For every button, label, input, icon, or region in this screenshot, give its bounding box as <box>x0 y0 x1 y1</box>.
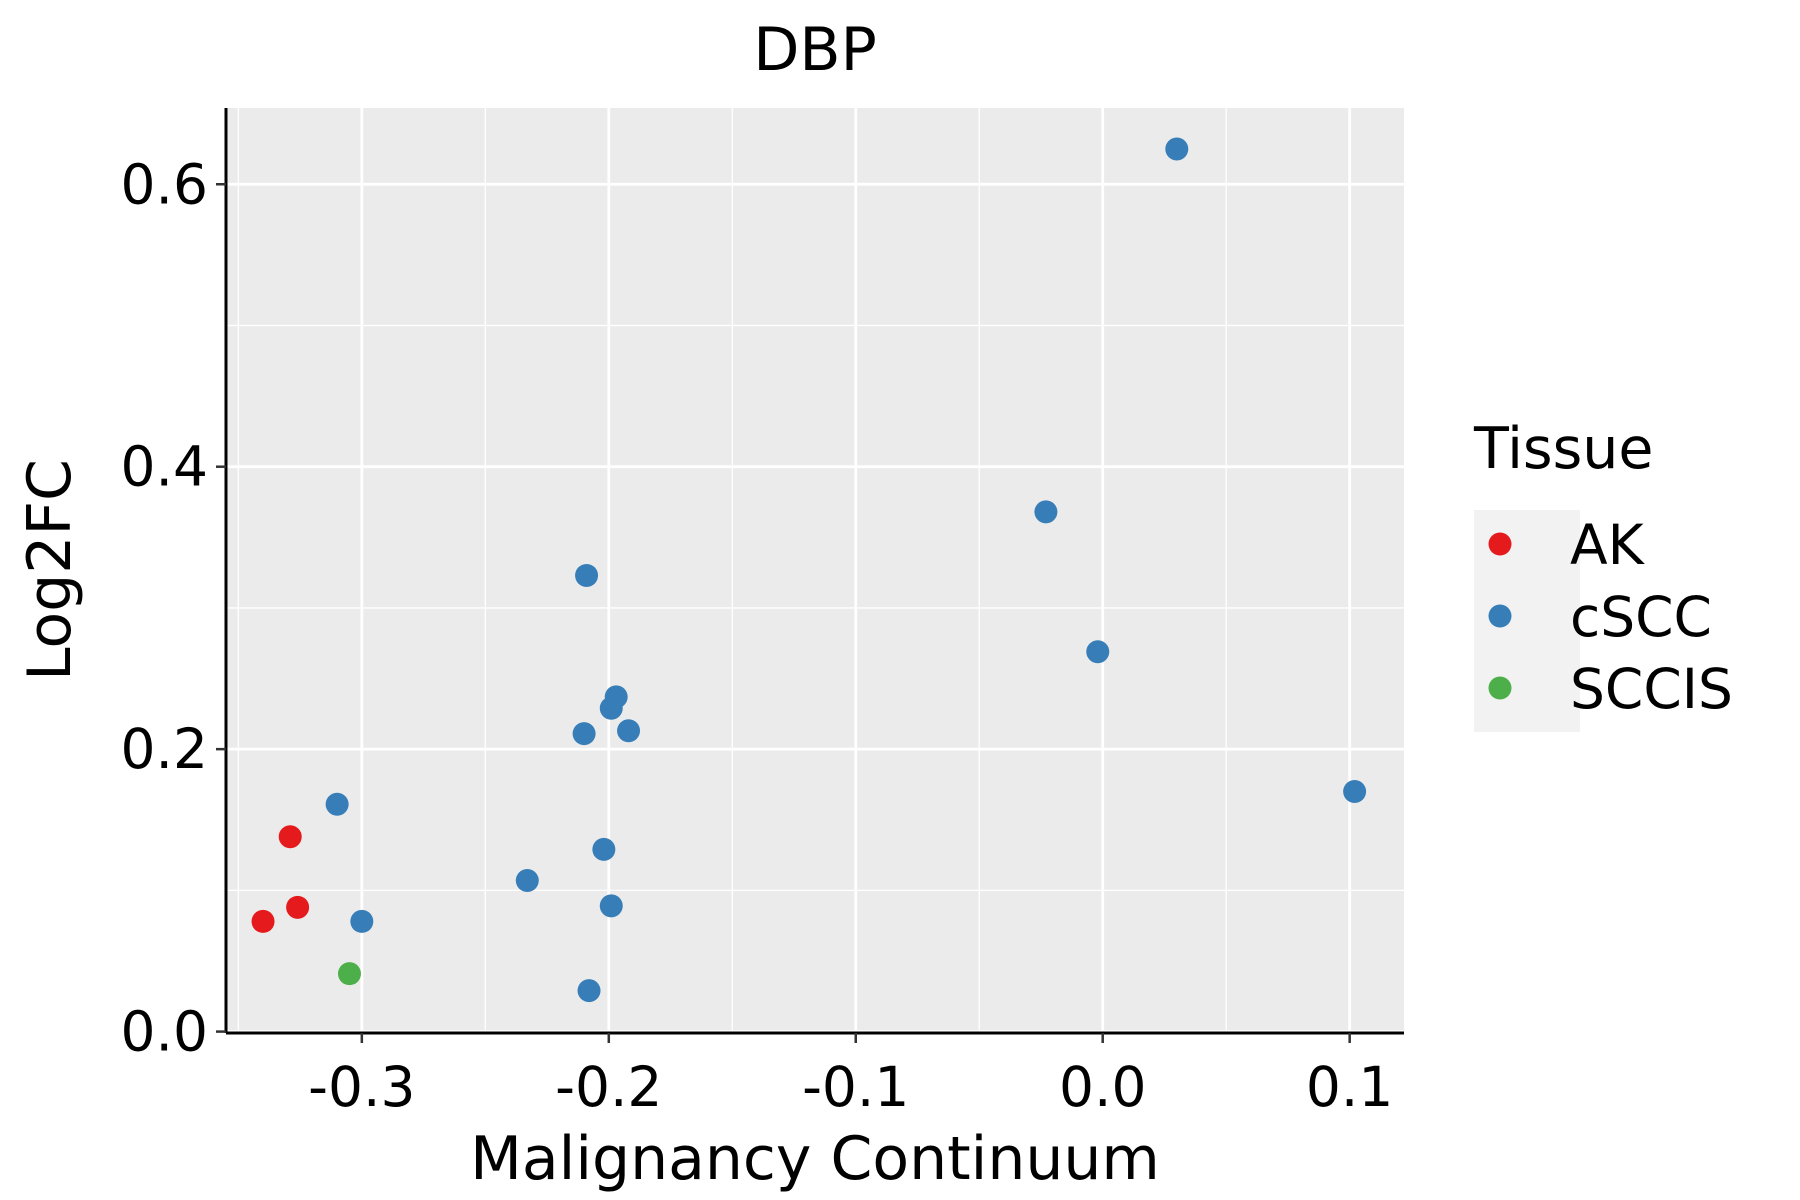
x-tick-label: -0.2 <box>555 1055 662 1119</box>
y-tick-label: 0.4 <box>121 435 208 499</box>
data-point-cscc <box>515 868 539 892</box>
legend-entries: AK cSCC SCCIS <box>1488 513 1733 721</box>
data-point-ak <box>286 895 310 919</box>
legend-key-ak <box>1488 532 1512 556</box>
x-tick-label: 0.0 <box>1059 1055 1146 1119</box>
chart-title: DBP <box>753 15 877 85</box>
legend-title: Tissue <box>1473 416 1654 482</box>
data-points <box>251 137 1367 1003</box>
data-point-cscc <box>577 979 601 1003</box>
data-point-cscc <box>1034 500 1058 524</box>
legend-key-cscc <box>1488 604 1512 628</box>
x-tick-label: -0.3 <box>308 1055 415 1119</box>
y-tick-label: 0.2 <box>121 717 208 781</box>
x-axis-ticks: -0.3 -0.2 -0.1 0.0 0.1 <box>308 1033 1393 1119</box>
data-point-cscc <box>1343 780 1367 804</box>
legend-key-sccis <box>1488 676 1512 700</box>
data-point-ak <box>251 909 275 933</box>
data-point-sccis <box>337 962 361 986</box>
data-point-cscc <box>1086 640 1110 664</box>
x-axis-title: Malignancy Continuum <box>470 1124 1160 1194</box>
y-tick-label: 0.6 <box>121 152 208 216</box>
data-point-cscc <box>1165 137 1189 161</box>
legend-label: SCCIS <box>1570 657 1733 721</box>
data-point-cscc <box>617 719 641 743</box>
legend: Tissue AK cSCC SCCIS <box>1473 416 1733 732</box>
data-point-cscc <box>572 722 596 746</box>
x-tick-label: -0.1 <box>802 1055 909 1119</box>
legend-label: AK <box>1570 513 1646 577</box>
data-point-cscc <box>350 909 374 933</box>
data-point-cscc <box>599 696 623 720</box>
data-point-cscc <box>575 563 599 587</box>
x-tick-label: 0.1 <box>1306 1055 1393 1119</box>
y-axis-title: Log2FC <box>15 459 85 681</box>
data-point-ak <box>278 825 302 849</box>
y-tick-label: 0.0 <box>121 1000 208 1064</box>
data-point-cscc <box>325 792 349 816</box>
plot-panel <box>226 108 1404 1033</box>
data-point-cscc <box>592 837 616 861</box>
legend-label: cSCC <box>1570 585 1712 649</box>
data-point-cscc <box>599 894 623 918</box>
y-axis-ticks: 0.0 0.2 0.4 0.6 <box>121 152 226 1064</box>
